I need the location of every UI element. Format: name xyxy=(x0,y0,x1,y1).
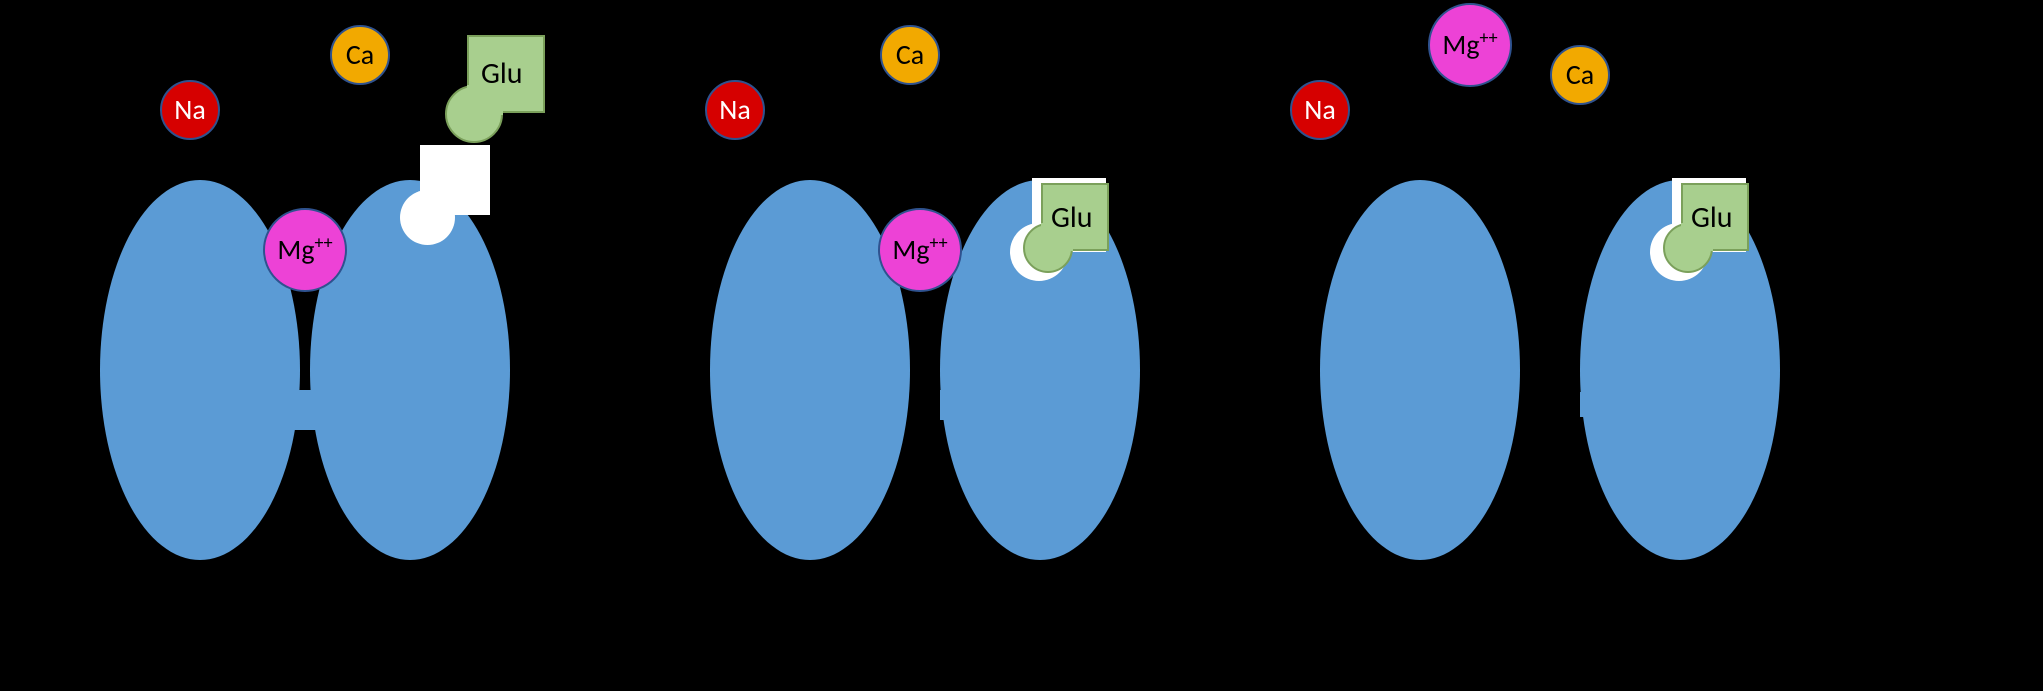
mg-ion: Mg++ xyxy=(878,208,962,292)
glu-binding-site xyxy=(400,145,490,240)
mg-label: Mg++ xyxy=(1442,31,1497,59)
na-ion: Na xyxy=(1290,80,1350,140)
glu-ligand: Glu xyxy=(1663,183,1753,273)
panel-closed: Glu Mg++ Na Ca xyxy=(0,0,681,691)
na-label: Na xyxy=(719,96,751,124)
ca-ion: Ca xyxy=(880,25,940,85)
mg-label: Mg++ xyxy=(892,236,947,264)
panel-glu-bound: Glu Mg++ Na Ca xyxy=(610,0,1291,691)
ca-ion: Ca xyxy=(330,25,390,85)
channel-left-ellipse xyxy=(1320,180,1520,560)
na-label: Na xyxy=(1304,96,1336,124)
glu-ligand: Glu xyxy=(445,35,545,135)
glu-label: Glu xyxy=(1691,199,1733,236)
ca-label: Ca xyxy=(896,41,924,69)
mg-ion: Mg++ xyxy=(263,208,347,292)
na-ion: Na xyxy=(705,80,765,140)
glu-label: Glu xyxy=(481,55,523,92)
na-ion: Na xyxy=(160,80,220,140)
glu-label: Glu xyxy=(1051,199,1093,236)
channel-gate-stub xyxy=(1580,392,1600,417)
mg-ion: Mg++ xyxy=(1428,3,1512,87)
channel-gate-bridge xyxy=(280,390,360,430)
channel-gate-stub xyxy=(940,390,965,420)
glu-ligand: Glu xyxy=(1023,183,1113,273)
na-label: Na xyxy=(174,96,206,124)
ca-label: Ca xyxy=(1566,61,1594,89)
ca-label: Ca xyxy=(346,41,374,69)
panel-open: Glu Mg++ Na Ca xyxy=(1220,0,1901,691)
ca-ion: Ca xyxy=(1550,45,1610,105)
mg-label: Mg++ xyxy=(277,236,332,264)
